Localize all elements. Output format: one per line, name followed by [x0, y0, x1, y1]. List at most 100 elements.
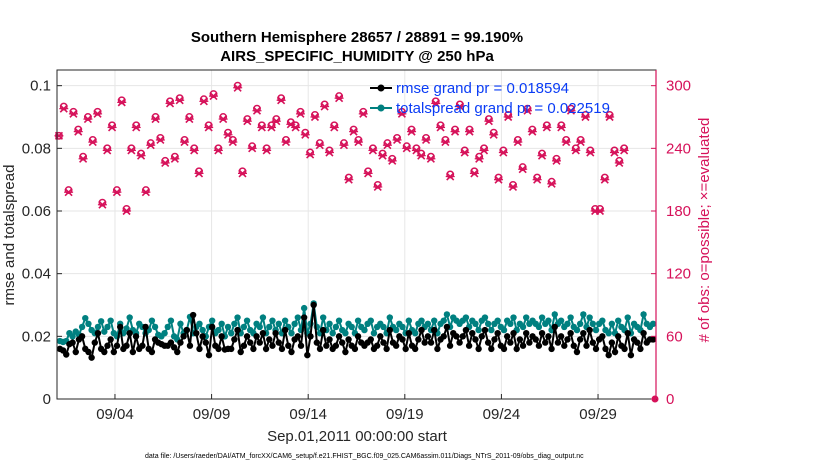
- chart-title-line2: AIRS_SPECIFIC_HUMIDITY @ 250 hPa: [220, 48, 494, 65]
- rmse-marker: [91, 339, 98, 346]
- rmse-marker: [399, 336, 406, 343]
- totalspread-marker: [462, 314, 470, 321]
- totalspread-marker: [624, 314, 631, 321]
- legend-rmse-marker: [377, 84, 385, 92]
- rmse-marker: [123, 342, 130, 349]
- totalspread-marker: [649, 320, 657, 327]
- obs-evaluated-marker: [218, 115, 228, 124]
- obs-evaluated-marker: [426, 154, 436, 163]
- obs-evaluated-marker: [117, 98, 127, 107]
- obs-evaluated-marker: [315, 141, 325, 150]
- totalspread-marker: [564, 320, 571, 327]
- rmse-marker: [602, 345, 609, 353]
- totalspread-marker: [599, 317, 606, 324]
- obs-evaluated-marker: [542, 123, 552, 132]
- rmse-marker: [174, 348, 181, 356]
- totalspread-marker: [281, 317, 289, 324]
- totalspread-marker: [500, 326, 508, 334]
- rmse-marker: [589, 339, 597, 346]
- rmse-marker: [297, 342, 305, 349]
- rmse-marker: [189, 311, 197, 319]
- obs-evaluated-marker: [402, 144, 412, 153]
- obs-evaluated-marker: [416, 151, 426, 160]
- rmse-marker: [634, 339, 641, 346]
- totalspread-marker: [440, 317, 447, 324]
- rmse-marker: [402, 345, 409, 353]
- totalspread-marker: [291, 320, 298, 327]
- obs-evaluated-marker: [576, 138, 586, 147]
- totalspread-marker: [218, 320, 225, 327]
- rmse-marker: [608, 339, 616, 346]
- right-y-tick-label: 300: [666, 78, 691, 95]
- rmse-marker: [377, 333, 384, 340]
- obs-evaluated-marker: [547, 179, 557, 188]
- right-y-tick-label: 180: [666, 203, 691, 220]
- obs-evaluated-marker: [421, 135, 431, 145]
- totalspread-marker: [640, 311, 647, 318]
- right-y-axis-label: # of obs: o=possible; ×=evaluated: [696, 118, 713, 343]
- obs-evaluated-marker: [310, 112, 320, 122]
- rmse-marker: [148, 348, 156, 356]
- totalspread-marker: [484, 320, 492, 327]
- totalspread-marker: [101, 328, 108, 335]
- rmse-marker: [456, 339, 463, 346]
- rmse-marker: [231, 336, 238, 343]
- rmse-marker: [411, 345, 419, 353]
- rmse-marker: [256, 339, 263, 346]
- obs-evaluated-marker: [165, 99, 175, 108]
- rmse-marker: [243, 333, 251, 340]
- right-y-tick-label: 120: [666, 266, 691, 283]
- totalspread-marker: [82, 314, 89, 322]
- rmse-marker: [507, 339, 514, 346]
- obs-evaluated-marker: [112, 188, 122, 197]
- rmse-marker: [88, 354, 95, 361]
- rmse-marker: [63, 351, 70, 358]
- totalspread-marker: [608, 320, 616, 327]
- obs-evaluated-marker: [585, 148, 595, 157]
- rmse-marker: [367, 336, 374, 343]
- rmse-marker: [583, 342, 590, 349]
- obs-evaluated-marker: [508, 182, 518, 192]
- totalspread-marker: [507, 320, 514, 327]
- rmse-marker: [519, 342, 527, 349]
- obs-evaluated-marker: [242, 117, 252, 126]
- rmse-marker: [177, 339, 184, 346]
- obs-evaluated-marker: [131, 123, 141, 132]
- obs-evaluated-marker: [392, 135, 402, 145]
- rmse-marker: [513, 345, 520, 353]
- rmse-marker: [386, 326, 394, 334]
- left-y-tick-label: 0.06: [22, 203, 51, 220]
- rmse-marker: [621, 345, 628, 353]
- obs-evaluated-marker: [252, 106, 262, 115]
- rmse-marker: [481, 326, 489, 334]
- obs-evaluated-marker: [378, 151, 388, 160]
- rmse-marker: [205, 351, 213, 359]
- totalspread-marker: [240, 323, 248, 331]
- obs-evaluated-marker: [503, 112, 513, 122]
- obs-evaluated-marker: [237, 169, 247, 178]
- obs-evaluated-marker: [489, 130, 499, 139]
- right-y-axis-ticks: 0 60 120 180 240 300: [651, 70, 691, 408]
- obs-evaluated-marker: [189, 146, 199, 155]
- rmse-marker: [510, 330, 517, 337]
- rmse-marker: [240, 342, 248, 349]
- obs-evaluated-marker: [532, 175, 542, 184]
- totalspread-marker: [319, 314, 327, 321]
- totalspread-marker: [580, 311, 587, 318]
- obs-evaluated-marker: [107, 123, 117, 132]
- chart-title-line1: Southern Hemisphere 28657 / 28891 = 99.1…: [191, 29, 523, 46]
- obs-evaluated-marker: [329, 123, 339, 132]
- obs-evaluated-marker: [126, 146, 136, 155]
- totalspread-marker: [348, 323, 355, 331]
- totalspread-marker: [269, 317, 276, 324]
- obs-evaluated-marker: [387, 156, 397, 165]
- rmse-marker: [202, 339, 210, 346]
- rmse-marker: [199, 333, 206, 340]
- totalspread-marker: [326, 320, 333, 327]
- totalspread-marker: [488, 326, 495, 334]
- rmse-marker: [494, 330, 501, 337]
- totalspread-marker: [300, 304, 308, 312]
- rmse-marker: [247, 339, 254, 346]
- rmse-marker: [116, 323, 124, 331]
- legend-spread-label: totalspread grand pr = 0.022519: [396, 100, 610, 117]
